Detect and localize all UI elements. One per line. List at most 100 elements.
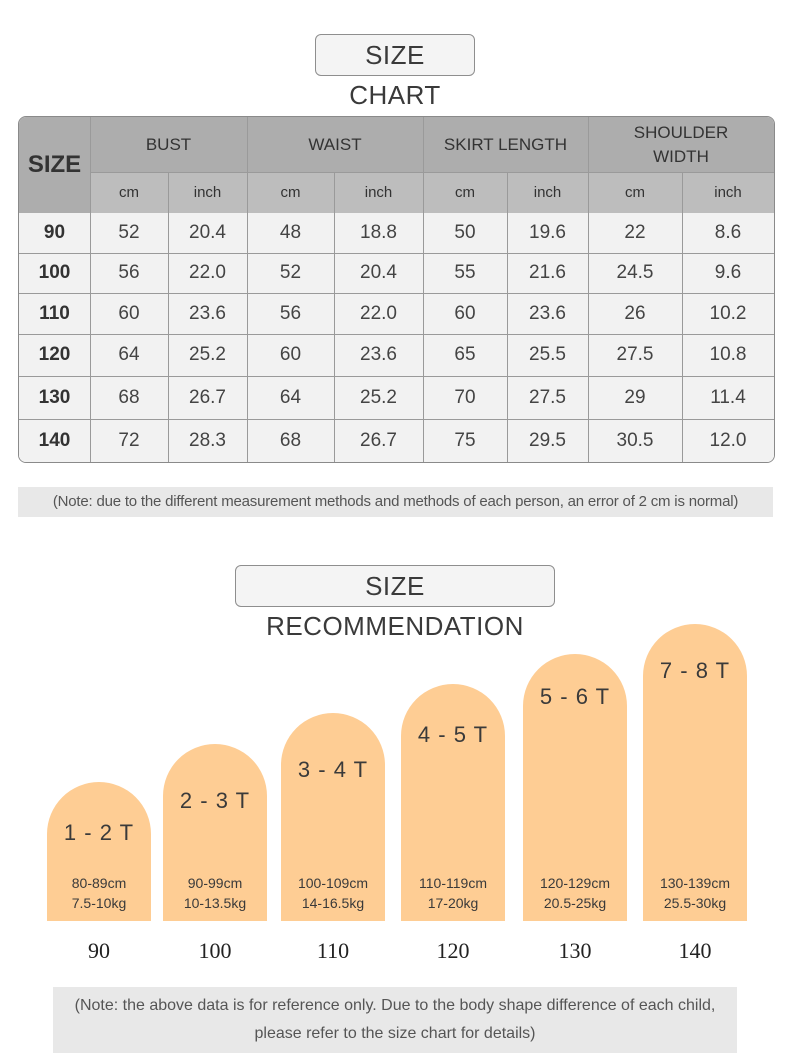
size-value: 130 <box>19 376 90 419</box>
table-cell: 19.6 <box>507 213 588 253</box>
table-cell: 60 <box>247 334 334 376</box>
grid-line <box>682 172 683 462</box>
reference-note: (Note: the above data is for reference o… <box>53 987 737 1053</box>
grid-line <box>19 334 774 335</box>
column-group-header: WAIST <box>247 117 423 172</box>
age-range: 1 - 2 T <box>63 820 135 845</box>
grid-line <box>423 117 424 462</box>
table-cell: 26.7 <box>168 376 247 419</box>
weight-range: 10-13.5kg <box>183 895 247 911</box>
size-bar: 5 - 6 T 120-129cm 20.5-25kg <box>523 654 627 921</box>
column-group-header: SKIRT LENGTH <box>423 117 588 172</box>
age-range: 5 - 6 T <box>539 684 611 709</box>
weight-range: 17-20kg <box>427 895 479 911</box>
table-cell: 64 <box>90 334 168 376</box>
height-range: 100-109cm <box>297 875 369 891</box>
reference-note-line-1: (Note: the above data is for reference o… <box>74 997 716 1014</box>
size-bar: 3 - 4 T 100-109cm 14-16.5kg <box>281 713 385 921</box>
age-range: 7 - 8 T <box>659 658 731 683</box>
table-cell: 26.7 <box>334 419 423 462</box>
table-cell: 50 <box>423 213 507 253</box>
size-label: 100 <box>198 938 232 963</box>
table-cell: 10.8 <box>682 334 774 376</box>
table-cell: 27.5 <box>588 334 682 376</box>
table-cell: 52 <box>90 213 168 253</box>
reference-note-line-2: please refer to the size chart for detai… <box>254 1025 536 1042</box>
table-cell: 22.0 <box>168 253 247 293</box>
table-cell: 68 <box>247 419 334 462</box>
table-cell: 21.6 <box>507 253 588 293</box>
size-value: 90 <box>19 213 90 253</box>
grid-line <box>588 117 589 462</box>
table-cell: 12.0 <box>682 419 774 462</box>
size-bar: 2 - 3 T 90-99cm 10-13.5kg <box>163 744 267 921</box>
table-cell: 22.0 <box>334 293 423 334</box>
size-label: 110 <box>316 938 350 963</box>
table-cell: 68 <box>90 376 168 419</box>
table-cell: 20.4 <box>334 253 423 293</box>
age-range: 4 - 5 T <box>417 722 489 747</box>
size-value: 120 <box>19 334 90 376</box>
unit-header: inch <box>507 172 588 213</box>
table-cell: 29 <box>588 376 682 419</box>
grid-line <box>247 117 248 462</box>
size-value: 140 <box>19 419 90 462</box>
table-cell: 25.5 <box>507 334 588 376</box>
table-cell: 23.6 <box>507 293 588 334</box>
table-cell: 75 <box>423 419 507 462</box>
unit-header: inch <box>168 172 247 213</box>
table-cell: 25.2 <box>168 334 247 376</box>
size-bar: 4 - 5 T 110-119cm 17-20kg <box>401 684 505 921</box>
grid-line <box>19 293 774 294</box>
unit-header: inch <box>334 172 423 213</box>
table-cell: 55 <box>423 253 507 293</box>
table-cell: 23.6 <box>334 334 423 376</box>
unit-header: cm <box>588 172 682 213</box>
height-range: 110-119cm <box>419 875 487 891</box>
unit-header: cm <box>423 172 507 213</box>
table-cell: 11.4 <box>682 376 774 419</box>
size-label: 140 <box>678 938 712 963</box>
height-range: 90-99cm <box>187 875 243 891</box>
table-cell: 9.6 <box>682 253 774 293</box>
grid-line <box>90 117 91 462</box>
table-cell: 18.8 <box>334 213 423 253</box>
table-cell: 26 <box>588 293 682 334</box>
unit-header: cm <box>247 172 334 213</box>
table-cell: 48 <box>247 213 334 253</box>
size-recommendation-title: SIZE RECOMMENDATION <box>235 565 555 641</box>
table-cell: 60 <box>423 293 507 334</box>
size-bar: 7 - 8 T 130-139cm 25.5-30kg <box>643 624 747 921</box>
measurement-note: (Note: due to the different measurement … <box>18 487 773 517</box>
table-cell: 22 <box>588 213 682 253</box>
size-header: SIZE <box>19 117 90 213</box>
column-group-header: SHOULDER WIDTH <box>588 117 774 172</box>
table-cell: 20.4 <box>168 213 247 253</box>
table-cell: 27.5 <box>507 376 588 419</box>
table-cell: 23.6 <box>168 293 247 334</box>
table-cell: 72 <box>90 419 168 462</box>
weight-range: 7.5-10kg <box>71 895 127 911</box>
unit-header: inch <box>682 172 774 213</box>
grid-line <box>19 376 774 377</box>
grid-line <box>19 253 774 254</box>
size-value: 100 <box>19 253 90 293</box>
grid-line <box>507 172 508 462</box>
table-cell: 29.5 <box>507 419 588 462</box>
grid-line <box>90 172 774 173</box>
column-group-header: BUST <box>90 117 247 172</box>
size-chart-title: SIZE CHART <box>315 34 475 110</box>
size-label: 120 <box>436 938 470 963</box>
table-cell: 28.3 <box>168 419 247 462</box>
size-bar: 1 - 2 T 80-89cm 7.5-10kg <box>47 782 151 921</box>
table-cell: 8.6 <box>682 213 774 253</box>
age-range: 3 - 4 T <box>297 757 369 782</box>
table-cell: 56 <box>90 253 168 293</box>
size-label: 130 <box>558 938 592 963</box>
height-range: 80-89cm <box>71 875 127 891</box>
height-range: 130-139cm <box>659 875 731 891</box>
age-range: 2 - 3 T <box>179 788 251 813</box>
table-cell: 30.5 <box>588 419 682 462</box>
size-label: 90 <box>88 938 110 963</box>
grid-line <box>168 172 169 462</box>
